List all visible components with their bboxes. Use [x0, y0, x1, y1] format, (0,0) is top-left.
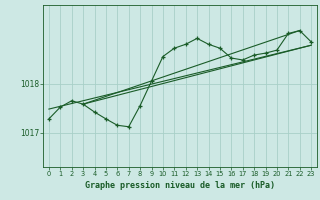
X-axis label: Graphe pression niveau de la mer (hPa): Graphe pression niveau de la mer (hPa)	[85, 181, 275, 190]
